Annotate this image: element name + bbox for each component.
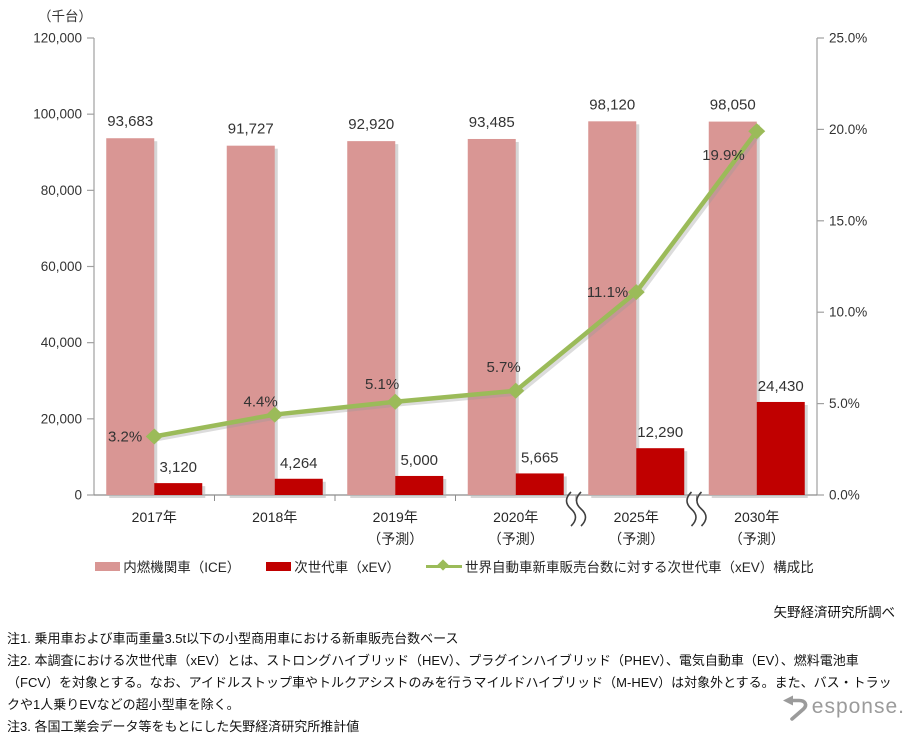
axis-break-mark: [686, 491, 697, 527]
note-line-2: 注2. 本調査における次世代車（xEV）とは、ストロングハイブリッド（HEV）、…: [7, 653, 892, 712]
xev-bar-value-label: 4,264: [280, 455, 318, 472]
ratio-line: [153, 129, 759, 439]
line-marker-icon: [426, 559, 462, 572]
left-axis-tick-label: 80,000: [41, 183, 82, 198]
ratio-value-label: 5.1%: [365, 376, 399, 393]
xev-swatch-icon: [266, 561, 292, 571]
ratio-value-label: 11.1%: [587, 284, 628, 301]
chart-canvas: （千台） 120,000 100,000 80,000 60,000 40,000 20,0…: [33, 9, 867, 547]
ice-bar-value-label: 93,683: [107, 113, 153, 130]
x-axis-category-label: 2019年: [373, 509, 418, 525]
right-axis-tick-label: 5.0%: [829, 396, 860, 411]
right-axis-tick-label: 20.0%: [829, 122, 867, 137]
x-axis-category-label: （予測）: [608, 531, 664, 547]
xev-bar: [515, 473, 564, 495]
footnotes: 注1. 乗用車および車両重量3.5t以下の小型商用車における新車販売台数ベース …: [7, 628, 903, 735]
x-axis-category-label: 2020年: [493, 509, 538, 525]
right-axis-tick-label: 15.0%: [829, 213, 867, 228]
xev-bar: [274, 478, 323, 495]
left-axis-unit-label: （千台）: [38, 9, 92, 24]
ratio-marker-diamond: [507, 382, 525, 399]
chart-legend: 内燃機関車（ICE） 次世代車（xEV） 世界自動車新車販売台数に対する次世代車…: [0, 556, 909, 576]
x-axis-category-label: 2017年: [132, 509, 177, 525]
xev-bar-value-label: 24,430: [758, 378, 804, 395]
ice-swatch-icon: [95, 561, 121, 571]
axis-break-mark: [565, 491, 577, 527]
ice-bar-value-label: 98,120: [589, 96, 635, 113]
ratio-marker-diamond: [748, 123, 766, 140]
watermark-text: esponse.: [811, 695, 905, 718]
xev-bar-value-label: 5,665: [521, 449, 559, 466]
ratio-value-label: 19.9%: [702, 147, 745, 164]
xev-bar: [636, 448, 685, 495]
ice-bar: [226, 145, 275, 495]
note-line-1: 注1. 乗用車および車両重量3.5t以下の小型商用車における新車販売台数ベース: [7, 631, 459, 646]
x-axis-category-label: （予測）: [729, 531, 785, 547]
ice-bar: [106, 138, 155, 495]
left-axis-tick-label: 120,000: [33, 31, 82, 46]
ice-bar-value-label: 93,485: [469, 114, 515, 131]
response-watermark: esponse.: [782, 692, 905, 722]
xev-bar: [395, 475, 444, 495]
x-axis-category-label: 2025年: [614, 509, 659, 525]
ratio-marker-diamond: [266, 406, 284, 423]
x-axis-category-label: （予測）: [367, 531, 423, 547]
ratio-value-label: 4.4%: [244, 394, 278, 411]
left-axis-tick-label: 0: [74, 488, 82, 503]
xev-bar-value-label: 3,120: [159, 459, 197, 476]
left-axis-tick-label: 20,000: [41, 411, 82, 426]
x-axis-category-label: （予測）: [488, 531, 544, 547]
legend-label-ratio: 世界自動車新車販売台数に対する次世代車（xEV）構成比: [465, 560, 814, 575]
right-axis-tick-label: 10.0%: [829, 305, 867, 320]
ratio-line-shadow: [156, 132, 762, 442]
xev-bar: [756, 401, 805, 495]
left-axis-tick-label: 60,000: [41, 259, 82, 274]
x-axis-category-label: 2018年: [252, 509, 297, 525]
xev-bar-value-label: 12,290: [637, 424, 683, 441]
legend-item-ratio: 世界自動車新車販売台数に対する次世代車（xEV）構成比: [426, 556, 814, 576]
legend-item-xev: 次世代車（xEV）: [266, 556, 400, 576]
ice-bar: [467, 138, 516, 495]
right-axis-tick-label: 25.0%: [829, 31, 867, 46]
left-axis-tick-label: 100,000: [33, 107, 82, 122]
legend-label-ice: 内燃機関車（ICE）: [123, 560, 241, 575]
response-logo-icon: [782, 695, 808, 721]
ice-bar: [588, 121, 637, 496]
ratio-marker-diamond: [627, 284, 645, 301]
note-line-3: 注3. 各国工業会データ等をもとにした矢野経済研究所推計値: [7, 719, 360, 734]
left-axis-tick-label: 40,000: [41, 335, 82, 350]
axis-break-mark: [696, 491, 707, 527]
ice-bar-value-label: 98,050: [710, 97, 756, 114]
source-credit: 矢野経済研究所調べ: [773, 605, 896, 620]
right-axis-tick-label: 0.0%: [829, 488, 860, 503]
ratio-marker-diamond: [145, 428, 163, 445]
legend-label-xev: 次世代車（xEV）: [294, 560, 400, 575]
axis-break-mark: [575, 491, 587, 527]
ice-bar-value-label: 92,920: [348, 116, 394, 133]
ratio-value-label: 3.2%: [108, 429, 142, 446]
ice-bar: [708, 121, 757, 495]
ratio-value-label: 5.7%: [487, 359, 521, 376]
ratio-marker-diamond: [386, 393, 404, 410]
ice-bar: [347, 141, 396, 495]
ice-bar-value-label: 91,727: [228, 121, 274, 138]
legend-item-ice: 内燃機関車（ICE）: [95, 556, 240, 576]
xev-bar: [154, 483, 203, 495]
x-axis-category-label: 2030年: [734, 509, 779, 525]
xev-bar-value-label: 5,000: [400, 452, 438, 469]
